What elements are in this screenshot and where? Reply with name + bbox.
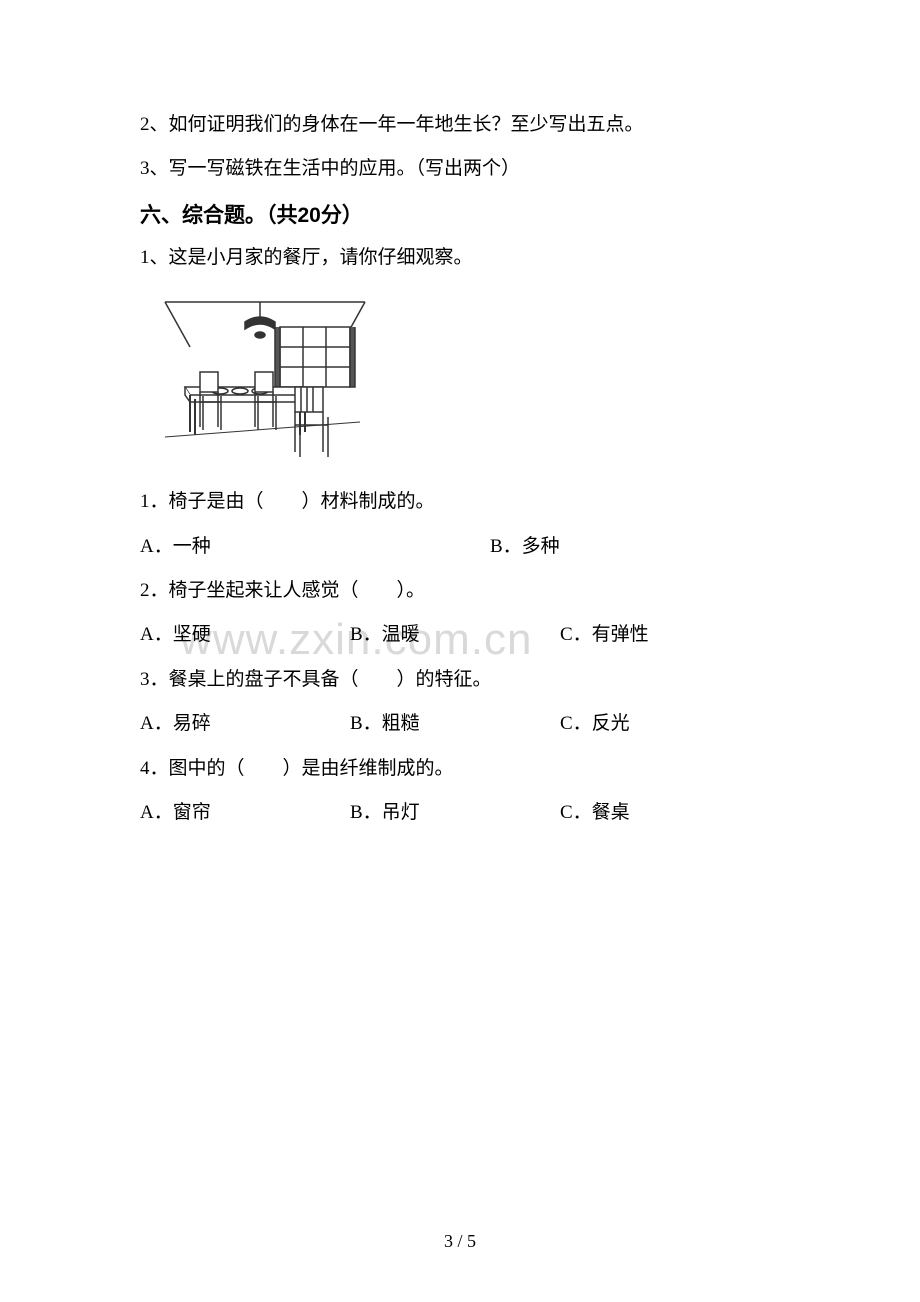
page-number: 3 / 5 [0, 1231, 920, 1252]
question-3: 3、写一写磁铁在生活中的应用。（写出两个） [140, 154, 780, 184]
sub1-option-b: B．多种 [490, 532, 700, 562]
sub4-option-c: C．餐桌 [560, 798, 770, 828]
question-2: 2、如何证明我们的身体在一年一年地生长？至少写出五点。 [140, 110, 780, 140]
sub1-options: A．一种 B．多种 [140, 532, 780, 562]
sub2-options: A．坚硬 B．温暖 C．有弹性 [140, 620, 780, 650]
sub4-option-a: A．窗帘 [140, 798, 350, 828]
sub3-option-b: B．粗糙 [350, 709, 560, 739]
sub-question-2: 2．椅子坐起来让人感觉（ ）。 [140, 576, 780, 606]
sub-question-3: 3．餐桌上的盘子不具备（ ）的特征。 [140, 665, 780, 695]
sub1-option-a: A．一种 [140, 532, 490, 562]
sub4-option-b: B．吊灯 [350, 798, 560, 828]
sub3-option-a: A．易碎 [140, 709, 350, 739]
section-6-intro: 1、这是小月家的餐厅，请你仔细观察。 [140, 243, 780, 273]
dining-room-illustration [160, 287, 370, 467]
section-6-title: 六、综合题。（共20分） [140, 199, 780, 229]
sub4-options: A．窗帘 B．吊灯 C．餐桌 [140, 798, 780, 828]
sub2-option-c: C．有弹性 [560, 620, 770, 650]
dining-room-svg [160, 287, 370, 467]
sub-question-1: 1．椅子是由（ ）材料制成的。 [140, 487, 780, 517]
sub3-options: A．易碎 B．粗糙 C．反光 [140, 709, 780, 739]
sub-question-4: 4．图中的（ ）是由纤维制成的。 [140, 754, 780, 784]
sub2-option-a: A．坚硬 [140, 620, 350, 650]
sub3-option-c: C．反光 [560, 709, 770, 739]
sub2-option-b: B．温暖 [350, 620, 560, 650]
